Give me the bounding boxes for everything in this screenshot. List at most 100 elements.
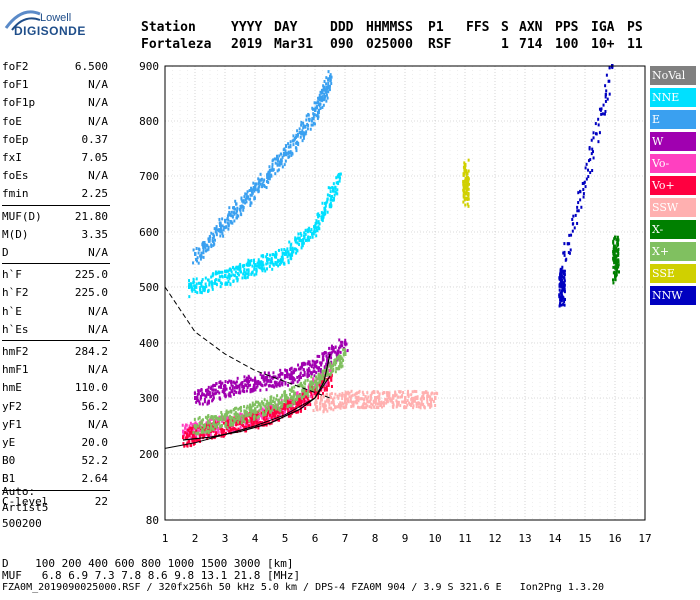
echo-mark — [319, 385, 322, 389]
echo-mark — [574, 213, 577, 217]
param-value: 56.2 — [81, 399, 109, 413]
echo-mark — [330, 401, 333, 405]
echo-mark — [560, 282, 563, 286]
echo-mark — [283, 248, 286, 252]
echo-mark — [403, 406, 406, 410]
echo-mark — [357, 399, 360, 403]
echo-mark — [253, 189, 256, 193]
echo-mark — [617, 270, 620, 274]
distance-value: 1000 — [167, 557, 195, 570]
echo-mark — [301, 389, 304, 393]
echo-mark — [462, 180, 465, 184]
echo-mark — [222, 387, 225, 391]
echo-mark — [231, 206, 234, 210]
echo-mark — [310, 380, 313, 384]
echo-mark — [267, 170, 270, 174]
echo-mark — [332, 408, 335, 412]
echo-mark — [372, 400, 375, 404]
echo-mark — [222, 234, 225, 238]
echo-mark — [317, 215, 320, 219]
echo-mark — [257, 415, 260, 419]
echo-mark — [281, 406, 284, 410]
echo-mark — [207, 245, 210, 249]
trace-ssw — [312, 389, 439, 414]
echo-mark — [350, 405, 353, 409]
echo-mark — [311, 382, 314, 386]
y-tick-label: 500 — [139, 281, 159, 294]
echo-mark — [328, 406, 331, 410]
echo-mark — [273, 407, 276, 411]
muf-value: 13.1 — [200, 569, 228, 582]
echo-point — [560, 296, 563, 301]
echo-mark — [613, 251, 616, 255]
echo-mark — [617, 258, 620, 262]
echo-mark — [201, 432, 204, 436]
echo-mark — [247, 271, 250, 275]
y-tick-label: 400 — [139, 337, 159, 350]
echo-mark — [327, 70, 330, 74]
echo-mark — [245, 268, 248, 272]
param-value: 110.0 — [74, 381, 108, 395]
echo-mark — [561, 286, 564, 290]
echo-mark — [238, 383, 241, 387]
echo-mark — [423, 405, 426, 409]
echo-mark — [302, 241, 305, 245]
echo-mark — [317, 372, 320, 376]
echo-mark — [309, 390, 312, 394]
echo-mark — [239, 209, 242, 213]
echo-mark — [245, 389, 248, 393]
echo-mark — [233, 212, 236, 216]
echo-mark — [265, 417, 268, 421]
echo-mark — [219, 425, 222, 429]
echo-mark — [317, 366, 320, 370]
echo-mark — [282, 410, 285, 414]
profile-curves — [164, 286, 331, 449]
echo-mark — [207, 401, 210, 405]
echo-mark — [245, 376, 248, 380]
echo-mark — [288, 155, 291, 159]
echo-mark — [272, 399, 275, 403]
echo-mark — [327, 81, 330, 85]
echo-mark — [211, 284, 214, 288]
muf-value: 8.6 — [147, 569, 168, 582]
echo-mark — [319, 107, 322, 111]
echo-mark — [466, 185, 469, 189]
echo-mark — [558, 293, 561, 297]
echo-mark — [284, 407, 287, 411]
echo-mark — [302, 389, 305, 393]
echo-mark — [211, 239, 214, 243]
echo-mark — [197, 417, 200, 421]
echo-mark — [339, 345, 342, 349]
echo-mark — [316, 405, 319, 409]
echo-mark — [332, 369, 335, 373]
echo-mark — [559, 272, 562, 276]
echo-mark — [321, 377, 324, 381]
echo-mark — [394, 391, 397, 395]
echo-mark — [215, 227, 218, 231]
echo-mark — [360, 397, 363, 401]
echo-mark — [585, 177, 588, 181]
echo-mark — [291, 253, 294, 257]
echo-mark — [283, 399, 286, 403]
echo-mark — [238, 427, 241, 431]
echo-mark — [197, 247, 200, 251]
echo-mark — [277, 407, 280, 411]
echo-mark — [278, 162, 281, 166]
echo-mark — [197, 251, 200, 255]
echo-mark — [280, 160, 283, 164]
echo-mark — [341, 397, 344, 401]
echo-mark — [612, 239, 615, 243]
echo-mark — [584, 166, 587, 170]
echo-mark — [244, 192, 247, 196]
echo-mark — [302, 368, 305, 372]
echo-mark — [280, 404, 283, 408]
echo-mark — [199, 257, 202, 261]
echo-mark — [401, 400, 404, 404]
echo-mark — [218, 217, 221, 221]
echo-mark — [306, 402, 309, 406]
echo-mark — [303, 373, 306, 377]
echo-mark — [212, 422, 215, 426]
echo-mark — [337, 404, 340, 408]
echo-mark — [221, 419, 224, 423]
echo-mark — [212, 388, 215, 392]
